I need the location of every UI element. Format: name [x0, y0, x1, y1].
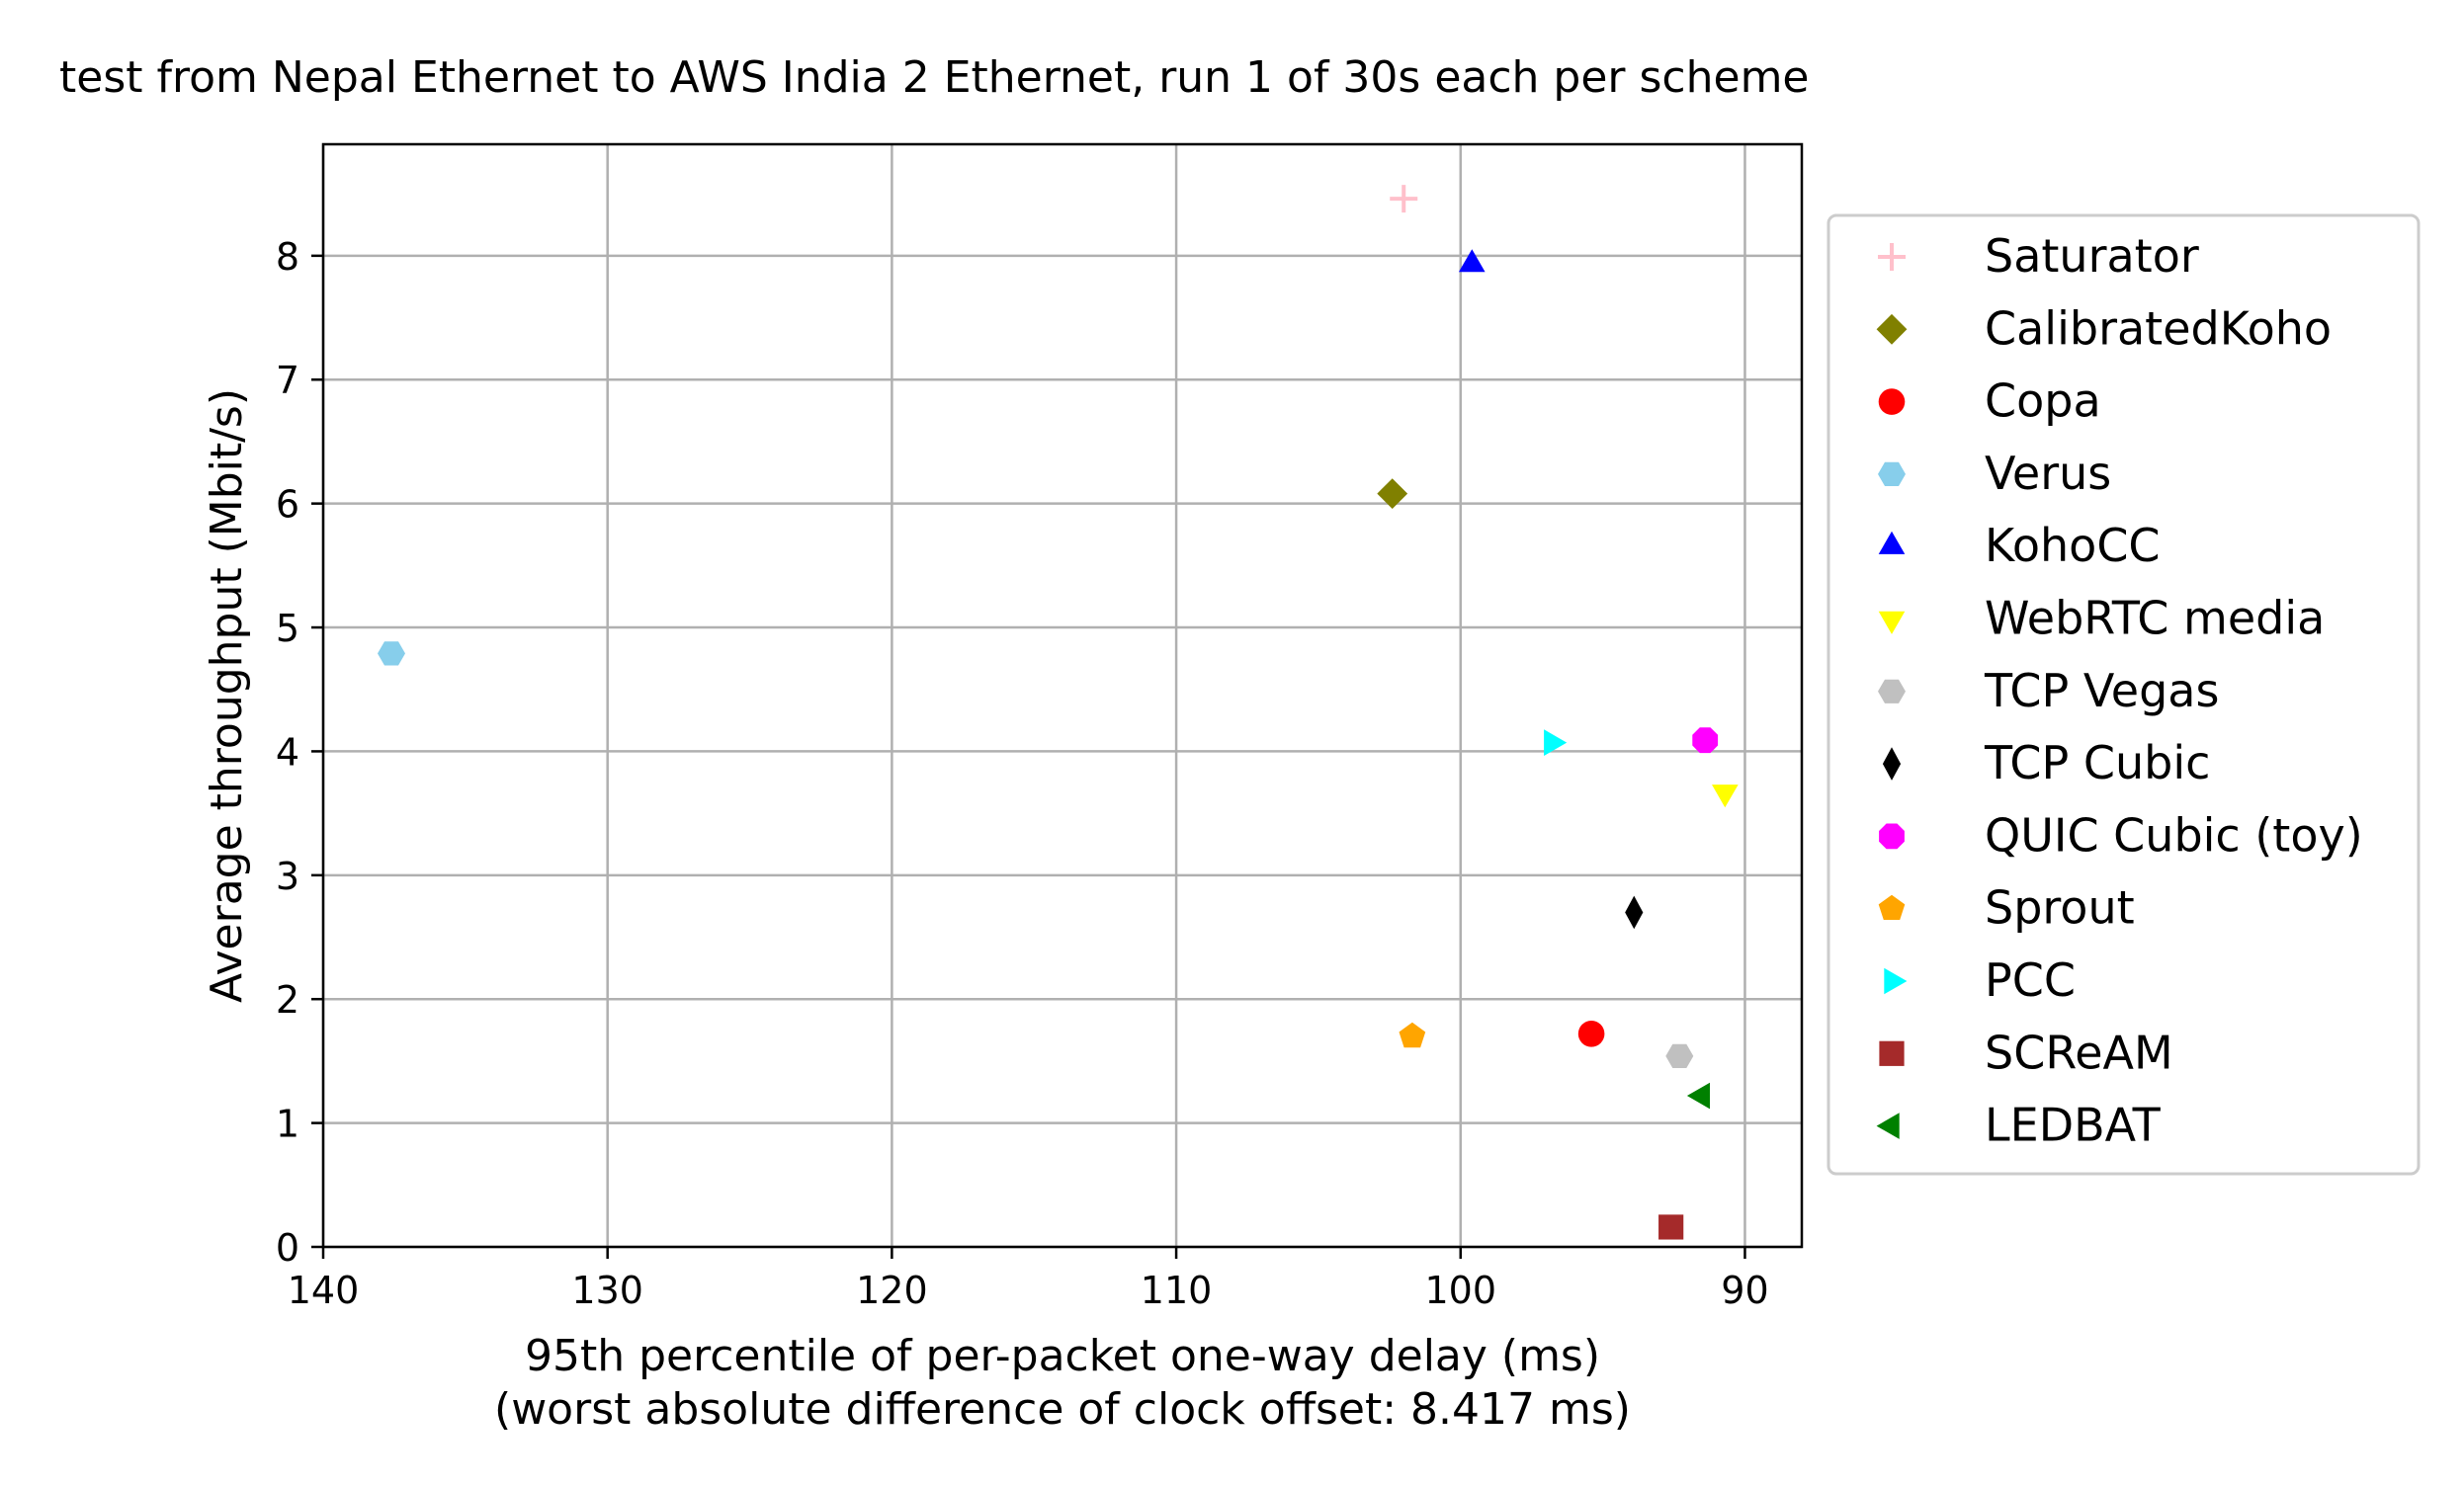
legend-item-saturator: Saturator: [1878, 229, 2199, 283]
legend-marker-pcc: [1884, 967, 1908, 995]
legend-label: TCP Vegas: [1984, 664, 2219, 717]
plot-background: [323, 144, 1802, 1247]
legend-marker-ledbat: [1876, 1113, 1900, 1139]
x-tick-label: 100: [1425, 1269, 1497, 1312]
y-tick-label: 1: [276, 1103, 299, 1146]
x-tick-label: 90: [1721, 1269, 1768, 1312]
legend-item-ledbat: LEDBAT: [1876, 1099, 2162, 1152]
point-copa: [1577, 1021, 1605, 1047]
legend-label: Sprout: [1985, 881, 2135, 935]
y-tick-label: 6: [276, 483, 299, 527]
legend-box: [1827, 213, 2421, 1176]
y-tick-label: 4: [276, 730, 299, 774]
legend-marker-tcp-vegas: [1878, 679, 1906, 703]
y-tick-label: 0: [276, 1226, 299, 1270]
point-webrtc-media: [1712, 785, 1739, 808]
data-points: [378, 185, 1739, 1240]
legend-marker-tcp-cubic: [1882, 747, 1902, 781]
y-tick-label: 7: [276, 359, 299, 402]
point-tcp-vegas: [1665, 1043, 1694, 1068]
legend-label: Verus: [1985, 447, 2111, 500]
x-tick-label: 120: [856, 1269, 928, 1312]
legend-item-kohocc: KohoCC: [1878, 519, 2161, 572]
x-tick-label: 110: [1141, 1269, 1213, 1312]
x-tick-label: 130: [571, 1269, 643, 1312]
legend-label: Copa: [1985, 374, 2101, 428]
legend-label: QUIC Cubic (toy): [1985, 808, 2363, 862]
x-axis-sublabel: (worst absolute difference of clock offs…: [494, 1384, 1631, 1435]
legend-marker-sprout: [1878, 894, 1906, 920]
point-kohocc: [1458, 249, 1486, 273]
legend-marker-scream: [1879, 1040, 1905, 1066]
legend-marker-copa: [1878, 388, 1906, 415]
legend-label: SCReAM: [1985, 1026, 2173, 1079]
y-axis-label: Average throughput (Mbit/s): [202, 388, 252, 1003]
legend-item-pcc: PCC: [1884, 953, 2076, 1007]
point-verus: [378, 641, 405, 666]
point-sprout: [1399, 1022, 1426, 1048]
legend-item-calibratedkoho: CalibratedKoho: [1876, 301, 2332, 355]
legend-label: Saturator: [1985, 229, 2199, 283]
plot-frame: [321, 142, 1804, 1249]
x-tick-label: 140: [288, 1269, 360, 1312]
legend-item-quic-cubic-toy: QUIC Cubic (toy): [1879, 808, 2363, 862]
legend-marker-quic-cubic-toy: [1879, 823, 1905, 850]
y-tick-label: 5: [276, 607, 299, 650]
legend-marker-verus: [1878, 461, 1906, 486]
legend-item-scream: SCReAM: [1879, 1026, 2173, 1079]
legend-item-sprout: Sprout: [1878, 881, 2135, 935]
legend-label: PCC: [1985, 953, 2076, 1007]
legend-label: LEDBAT: [1985, 1099, 2162, 1152]
point-scream: [1658, 1214, 1684, 1240]
legend-marker-kohocc: [1878, 531, 1906, 554]
legend-label: KohoCC: [1985, 519, 2161, 572]
legend-label: TCP Cubic: [1984, 736, 2210, 789]
x-axis-label: 95th percentile of per-packet one-way de…: [525, 1331, 1600, 1381]
y-axis-ticks: 0 1 2 3 4 5 6 7 8: [276, 235, 323, 1270]
legend-marker-calibratedkoho: [1876, 313, 1908, 345]
point-pcc: [1544, 729, 1568, 756]
point-saturator: [1390, 185, 1418, 213]
x-axis-ticks: 140 130 120 110 100 90: [288, 1247, 1769, 1312]
legend-marker-webrtc-media: [1878, 611, 1906, 634]
chart-title: test from Nepal Ethernet to AWS India 2 …: [59, 52, 1810, 103]
legend-marker-saturator: [1878, 243, 1906, 271]
legend-label: WebRTC media: [1985, 592, 2325, 645]
legend-item-copa: Copa: [1878, 374, 2101, 428]
point-calibratedkoho: [1377, 478, 1408, 510]
plot-area: [321, 142, 1804, 1249]
y-tick-label: 8: [276, 235, 299, 279]
y-tick-label: 3: [276, 855, 299, 898]
legend-item-tcp-cubic: TCP Cubic: [1882, 736, 2210, 789]
legend-label: CalibratedKoho: [1985, 301, 2332, 355]
legend-item-tcp-vegas: TCP Vegas: [1878, 664, 2219, 717]
y-tick-label: 2: [276, 978, 299, 1022]
legend-item-verus: Verus: [1878, 447, 2111, 500]
point-quic-cubic-toy: [1692, 727, 1719, 754]
grid-lines: [321, 144, 1802, 1249]
point-tcp-cubic: [1625, 895, 1644, 930]
legend-item-webrtc-media: WebRTC media: [1878, 592, 2325, 645]
point-ledbat: [1686, 1082, 1710, 1110]
legend: Saturator CalibratedKoho Copa Verus KohoCC We…: [1827, 213, 2421, 1176]
